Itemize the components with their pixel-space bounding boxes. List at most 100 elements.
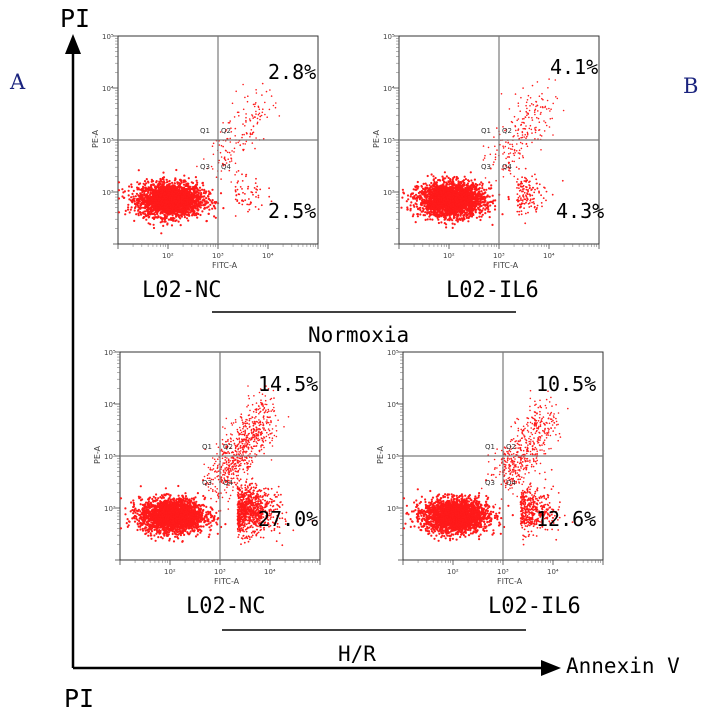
event-dot: [415, 189, 417, 191]
quadrant-label: Q3: [200, 163, 210, 171]
event-dot: [422, 188, 424, 190]
event-dot: [188, 191, 190, 193]
event-dot: [226, 138, 228, 140]
event-dot: [175, 206, 177, 208]
event-dot: [262, 108, 264, 110]
event-dot: [238, 170, 240, 172]
event-dot: [240, 186, 242, 188]
event-dot: [166, 223, 168, 225]
event-dot: [259, 189, 261, 191]
event-dot: [174, 198, 176, 200]
event-dot: [231, 150, 233, 152]
event-dot: [170, 197, 172, 199]
event-dot: [195, 206, 197, 208]
event-dot: [489, 196, 491, 198]
event-dot: [190, 203, 192, 205]
event-dot: [191, 201, 193, 203]
event-dot: [235, 91, 237, 93]
event-dot: [153, 212, 155, 214]
event-dot: [236, 194, 238, 196]
event-dot: [183, 181, 185, 183]
event-dot: [237, 182, 239, 184]
event-dot: [181, 187, 183, 189]
event-dot: [153, 227, 155, 229]
event-dot: [201, 210, 203, 212]
event-dot: [143, 190, 145, 192]
event-dot: [465, 215, 467, 217]
event-dot: [196, 182, 198, 184]
event-dot: [167, 184, 169, 186]
event-dot: [229, 138, 231, 140]
event-dot: [141, 203, 143, 205]
event-dot: [160, 221, 162, 223]
event-dot: [189, 211, 191, 213]
event-dot: [224, 158, 226, 160]
event-dot: [201, 189, 203, 191]
event-dot: [457, 218, 459, 220]
event-dot: [426, 211, 428, 213]
y-tick-label: 10²: [102, 189, 114, 197]
event-dot: [259, 119, 261, 121]
event-dot: [131, 200, 133, 202]
event-dot: [416, 206, 418, 208]
event-dot: [130, 183, 132, 185]
event-dot: [187, 194, 189, 196]
event-dot: [240, 144, 242, 146]
event-dot: [177, 183, 179, 185]
event-dot: [477, 204, 479, 206]
event-dot: [146, 188, 148, 190]
event-dot: [168, 188, 170, 190]
event-dot: [275, 107, 277, 109]
event-dot: [143, 200, 145, 202]
event-dot: [186, 196, 188, 198]
event-dot: [187, 220, 189, 222]
event-dot: [146, 178, 148, 180]
event-dot: [169, 183, 171, 185]
event-dot: [250, 202, 252, 204]
event-dot: [242, 123, 244, 125]
x-tick-label: 10²: [162, 252, 174, 260]
event-dot: [264, 114, 266, 116]
event-dot: [255, 113, 257, 115]
event-dot: [172, 205, 174, 207]
event-dot: [196, 166, 198, 168]
event-dot: [235, 142, 237, 144]
event-dot: [412, 192, 414, 194]
event-dot: [441, 176, 443, 178]
event-dot: [251, 192, 253, 194]
event-dot: [482, 207, 484, 209]
event-dot: [161, 217, 163, 219]
event-dot: [149, 208, 151, 210]
event-dot: [167, 181, 169, 183]
event-dot: [463, 218, 465, 220]
event-dot: [241, 173, 243, 175]
event-dot: [180, 199, 182, 201]
event-dot: [174, 177, 176, 179]
event-dot: [479, 219, 481, 221]
event-dot: [235, 128, 237, 130]
x-tick-label: 10³: [212, 252, 224, 260]
event-dot: [427, 175, 429, 177]
event-dot: [211, 166, 213, 168]
event-dot: [261, 94, 263, 96]
event-dot: [243, 109, 245, 111]
event-dot: [233, 151, 235, 153]
event-dot: [131, 186, 133, 188]
event-dot: [128, 185, 130, 187]
event-dot: [161, 191, 163, 193]
event-dot: [501, 213, 503, 215]
event-dot: [154, 193, 156, 195]
event-dot: [178, 216, 180, 218]
event-dot: [208, 213, 210, 215]
event-dot: [185, 185, 187, 187]
event-dot: [491, 224, 493, 226]
x-axis-label: FITC-A: [212, 261, 238, 270]
event-dot: [417, 208, 419, 210]
event-dot: [262, 112, 264, 114]
event-dot: [152, 189, 154, 191]
event-dot: [151, 179, 153, 181]
event-dot: [508, 198, 510, 200]
event-dot: [172, 212, 174, 214]
event-dot: [406, 206, 408, 208]
event-dot: [142, 187, 144, 189]
